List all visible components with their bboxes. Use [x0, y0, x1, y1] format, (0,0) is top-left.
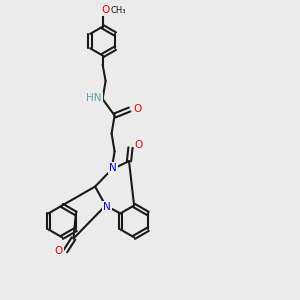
Text: O: O: [101, 4, 110, 15]
Text: HN: HN: [86, 93, 102, 103]
Text: N: N: [103, 202, 111, 212]
Text: O: O: [133, 104, 141, 115]
Text: O: O: [135, 140, 143, 150]
Text: N: N: [109, 163, 117, 173]
Text: O: O: [55, 246, 63, 256]
Text: CH₃: CH₃: [110, 6, 126, 15]
